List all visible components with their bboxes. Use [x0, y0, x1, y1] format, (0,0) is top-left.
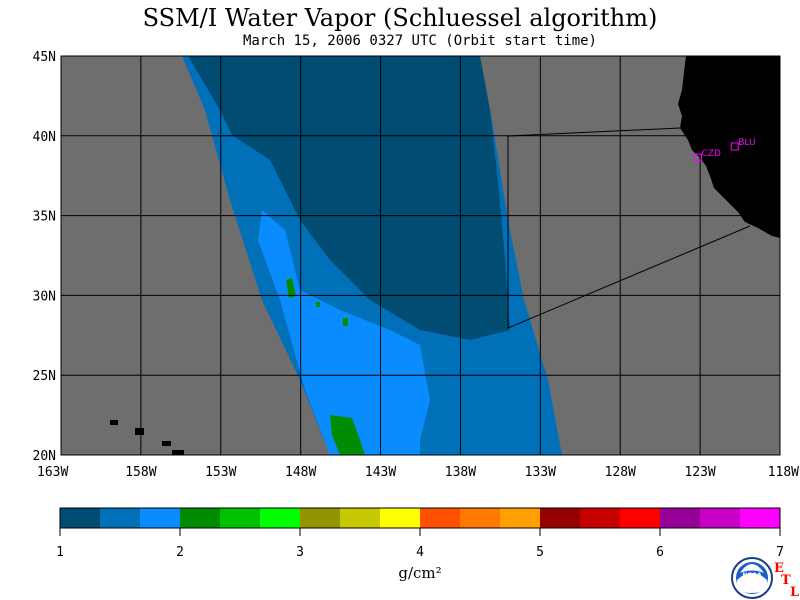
longitude-labels: 163W 158W 153W 148W 143W 138W 133W 128W 123W 118W: [37, 465, 799, 480]
colorbar-tick-label: 7: [776, 545, 784, 560]
colorbar-swatch: [500, 508, 541, 528]
colorbar-tick-label: 4: [416, 545, 424, 560]
colorbar-swatch: [540, 508, 581, 528]
latitude-labels: 45N 40N 35N 30N 25N 20N: [33, 50, 56, 464]
lat-label: 30N: [33, 289, 56, 304]
swath-light-blue-2: [300, 300, 410, 370]
lon-label: 143W: [365, 465, 396, 480]
colorbar-swatch: [420, 508, 461, 528]
colorbar-tick-label: 3: [296, 545, 304, 560]
lat-label: 20N: [33, 449, 56, 464]
colorbar-ticks: 1 2 3 4 5 6 7: [56, 528, 784, 560]
station-markers: CZD BLU: [694, 138, 756, 162]
colorbar-tick-label: 2: [176, 545, 184, 560]
map-subtitle: March 15, 2006 0327 UTC (Orbit start tim…: [242, 33, 597, 49]
colorbar-unit: g/cm²: [398, 564, 441, 582]
colorbar-tick-label: 6: [656, 545, 664, 560]
colorbar-swatch: [100, 508, 141, 528]
colorbar-swatch: [580, 508, 621, 528]
colorbar-swatch: [180, 508, 221, 528]
swath-green-patch: [330, 415, 365, 455]
flight-track-2: [507, 136, 751, 329]
noaa-logo: NOAA: [731, 557, 773, 599]
lat-label: 40N: [33, 130, 56, 145]
land-california: [678, 56, 780, 238]
lon-label: 118W: [768, 465, 799, 480]
colorbar-swatch: [740, 508, 781, 528]
map-title: SSM/I Water Vapor (Schluessel algorithm): [142, 4, 658, 32]
colorbar-swatch: [260, 508, 301, 528]
lon-label: 123W: [684, 465, 715, 480]
colorbar-swatch: [460, 508, 501, 528]
lat-label: 45N: [33, 50, 56, 65]
colorbar-swatch: [300, 508, 341, 528]
etl-letter-e: E: [774, 561, 784, 576]
swath-dark-blue: [188, 56, 510, 340]
etl-letter-t: T: [781, 573, 791, 588]
swath-green-speck: [286, 278, 296, 298]
lat-lon-grid: [61, 56, 780, 455]
lon-label: 153W: [205, 465, 236, 480]
colorbar-swatch: [140, 508, 181, 528]
lon-label: 148W: [285, 465, 316, 480]
lon-label: 138W: [445, 465, 476, 480]
lat-label: 25N: [33, 369, 56, 384]
island-hawaii: [172, 450, 184, 455]
colorbar-tick-label: 5: [536, 545, 544, 560]
colorbar: [60, 508, 781, 528]
station-marker-czd: [694, 153, 703, 162]
lon-label: 128W: [605, 465, 636, 480]
lon-label: 158W: [125, 465, 156, 480]
green-speck-2: [343, 318, 348, 326]
noaa-logo-text: NOAA: [742, 572, 762, 579]
colorbar-swatch: [60, 508, 101, 528]
island-kauai: [110, 420, 118, 425]
flight-track: [507, 127, 681, 137]
colorbar-swatch: [340, 508, 381, 528]
lat-label: 35N: [33, 210, 56, 225]
colorbar-swatch: [220, 508, 261, 528]
colorbar-swatch: [620, 508, 661, 528]
map-frame: [60, 55, 781, 456]
station-label-blu: BLU: [738, 138, 755, 148]
green-speck-3: [316, 302, 320, 307]
lon-label: 133W: [525, 465, 556, 480]
colorbar-swatch: [700, 508, 741, 528]
etl-letter-l: L: [790, 585, 799, 600]
island-maui: [162, 441, 171, 446]
lon-label: 163W: [37, 465, 68, 480]
station-label-czd: CZD: [702, 149, 721, 159]
colorbar-swatch: [380, 508, 421, 528]
map-area: CZD BLU: [61, 56, 780, 455]
station-marker-blu: [730, 142, 739, 151]
island-oahu: [135, 428, 144, 435]
colorbar-tick-label: 1: [56, 545, 64, 560]
colorbar-swatch: [660, 508, 701, 528]
